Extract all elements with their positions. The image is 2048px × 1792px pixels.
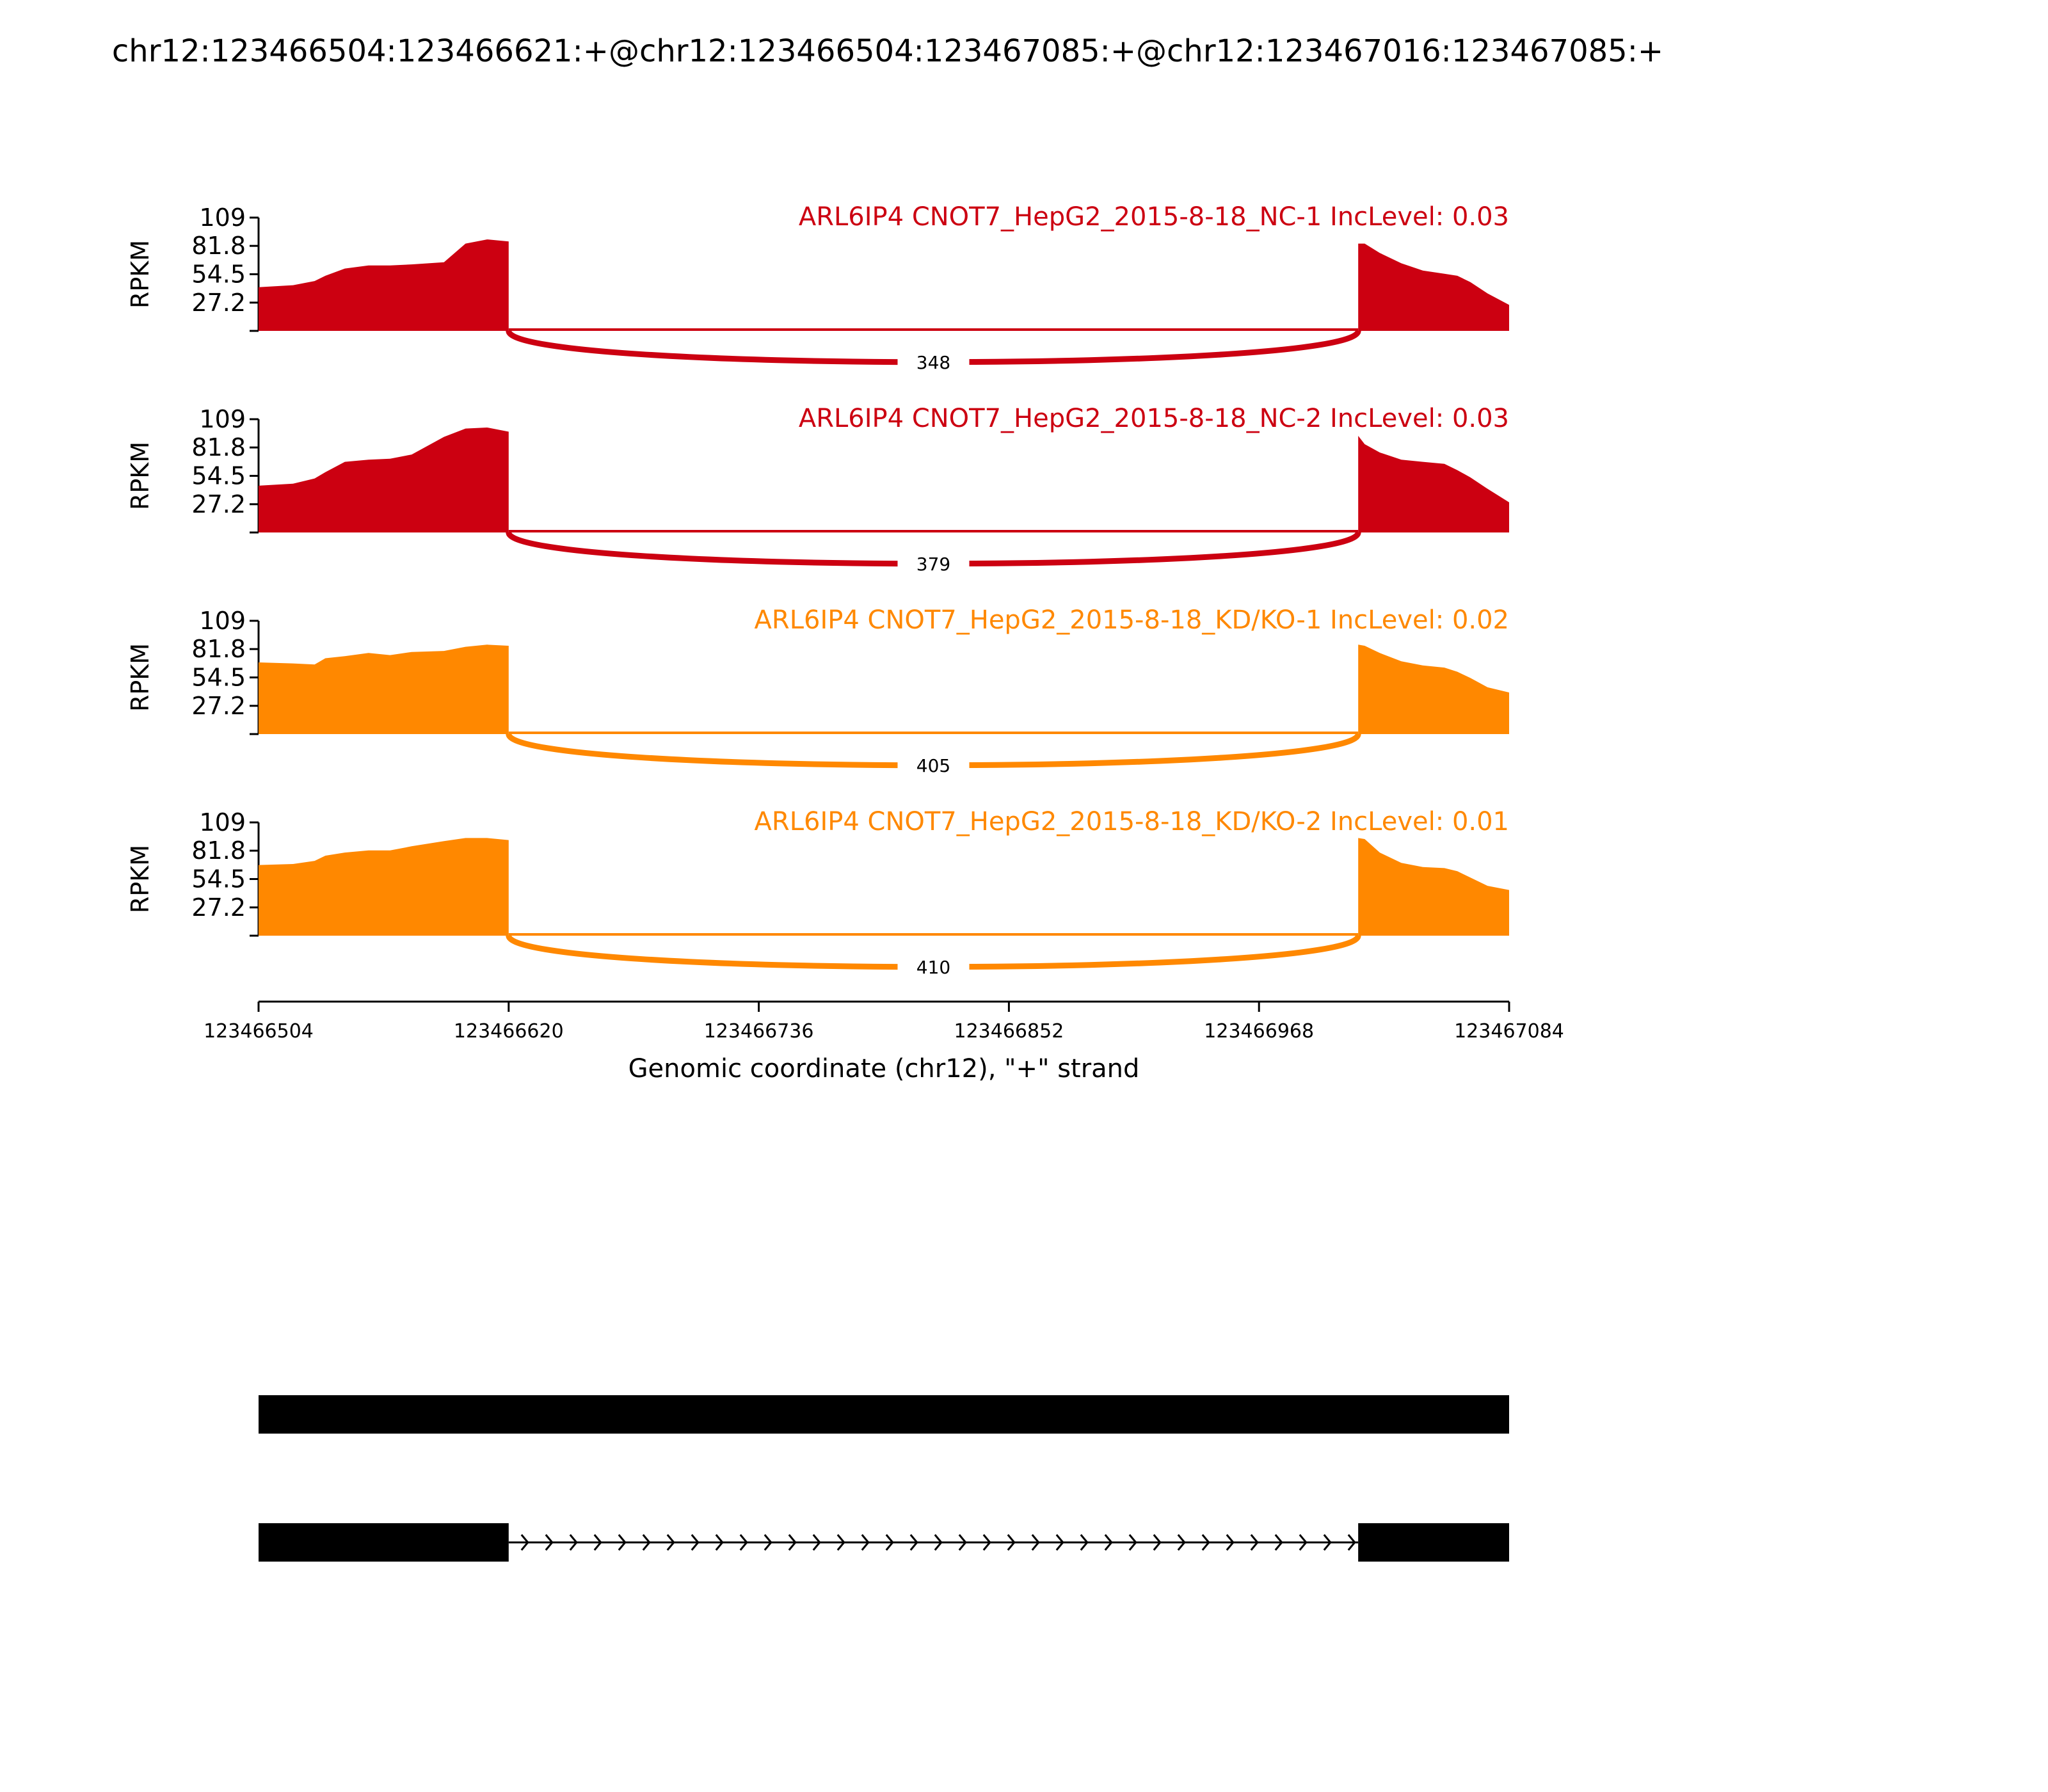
strand-arrow-icon (520, 1534, 529, 1551)
strand-arrow-icon (812, 1534, 821, 1551)
track-title: ARL6IP4 CNOT7_HepG2_2015-8-18_NC-1 IncLe… (799, 202, 1509, 232)
strand-arrow-icon (1153, 1534, 1162, 1551)
x-tick-label: 123467084 (1454, 1020, 1564, 1043)
strand-arrow-icon (1201, 1534, 1210, 1551)
exon-block (259, 1523, 509, 1562)
strand-arrow-icon (642, 1534, 651, 1551)
y-tick-label: 81.8 (191, 836, 246, 865)
junction-label-bg (897, 955, 970, 978)
strand-arrow-icon (1250, 1534, 1259, 1551)
isoform-1 (259, 1395, 1509, 1434)
strand-arrow-icon (593, 1534, 602, 1551)
strand-arrow-icon (1347, 1534, 1356, 1551)
strand-arrow-icon (934, 1534, 943, 1551)
y-tick-label: 109 (199, 808, 246, 836)
coverage-exon-2 (1358, 838, 1509, 936)
y-tick-label: 81.8 (191, 232, 246, 260)
x-tick-label: 123466620 (454, 1020, 564, 1043)
y-axis-label: RPKM (126, 442, 154, 510)
isoform-models (259, 1395, 1509, 1562)
y-tick-label: 27.2 (191, 289, 246, 317)
strand-arrow-icon (666, 1534, 675, 1551)
strand-arrow-icon (909, 1534, 918, 1551)
strand-arrow-icon (739, 1534, 748, 1551)
y-tick-label: 27.2 (191, 692, 246, 720)
junction-label-bg (897, 552, 970, 575)
x-axis: 123466504 123466620 123466736 123466852 1234… (204, 1000, 1564, 1084)
track-title: ARL6IP4 CNOT7_HepG2_2015-8-18_KD/KO-1 In… (755, 605, 1509, 635)
junction-read-count: 348 (916, 352, 950, 373)
x-tick-label: 123466736 (704, 1020, 814, 1043)
junction-label-bg (897, 753, 970, 776)
coverage-exon-2 (1358, 243, 1509, 331)
strand-arrow-icon (1128, 1534, 1137, 1551)
y-tick-label: 109 (199, 204, 246, 232)
isoform-2 (259, 1523, 1509, 1562)
coverage-exon-1 (259, 838, 509, 936)
coverage-exon-2 (1358, 644, 1509, 734)
x-tick-label: 123466852 (954, 1020, 1064, 1043)
strand-arrow-icon (691, 1534, 700, 1551)
strand-arrow-icon (836, 1534, 845, 1551)
strand-arrow-icon (618, 1534, 627, 1551)
strand-arrow-icon (1274, 1534, 1283, 1551)
coverage-exon-1 (259, 239, 509, 331)
strand-arrow-icon (1177, 1534, 1186, 1551)
strand-arrow-icon (1226, 1534, 1235, 1551)
strand-arrow-icon (958, 1534, 967, 1551)
exon-block (259, 1395, 1509, 1434)
junction-read-count: 379 (916, 554, 950, 575)
junction-label-bg (897, 350, 970, 373)
track-title: ARL6IP4 CNOT7_HepG2_2015-8-18_NC-2 IncLe… (799, 404, 1509, 433)
y-tick-label: 27.2 (191, 490, 246, 518)
strand-arrow-icon (569, 1534, 578, 1551)
strand-arrow-icon (1299, 1534, 1308, 1551)
y-tick-label: 54.5 (191, 260, 246, 289)
y-tick-label: 54.5 (191, 865, 246, 893)
x-tick-label: 123466504 (204, 1020, 314, 1043)
y-tick-label: 54.5 (191, 462, 246, 490)
exon-block (1358, 1523, 1509, 1562)
track-title: ARL6IP4 CNOT7_HepG2_2015-8-18_KD/KO-2 In… (755, 807, 1509, 836)
y-tick-label: 81.8 (191, 635, 246, 663)
x-tick-label: 123466968 (1204, 1020, 1314, 1043)
y-tick-label: 27.2 (191, 893, 246, 922)
coverage-exon-1 (259, 428, 509, 532)
junction-read-count: 410 (916, 957, 950, 978)
strand-arrow-icon (1080, 1534, 1089, 1551)
strand-arrow-icon (545, 1534, 554, 1551)
strand-arrow-icon (1031, 1534, 1040, 1551)
strand-arrow-icon (788, 1534, 797, 1551)
strand-arrow-icon (861, 1534, 870, 1551)
y-tick-label: 81.8 (191, 433, 246, 461)
y-tick-label: 54.5 (191, 664, 246, 692)
y-tick-label: 109 (199, 405, 246, 433)
strand-arrow-icon (1323, 1534, 1332, 1551)
junction-read-count: 405 (916, 755, 950, 776)
coverage-exon-1 (259, 644, 509, 734)
y-axis-label: RPKM (126, 643, 154, 712)
x-axis-label: Genomic coordinate (chr12), "+" strand (628, 1054, 1140, 1084)
chart-title: chr12:123466504:123466621:+@chr12:123466… (112, 33, 1663, 69)
strand-arrow-icon (1104, 1534, 1113, 1551)
y-tick-label: 109 (199, 607, 246, 635)
strand-arrow-icon (1007, 1534, 1016, 1551)
strand-arrow-icon (1055, 1534, 1064, 1551)
strand-arrow-icon (764, 1534, 772, 1551)
strand-arrow-icon (715, 1534, 724, 1551)
strand-arrow-icon (885, 1534, 894, 1551)
strand-arrow-icon (982, 1534, 991, 1551)
y-axis-label: RPKM (126, 240, 154, 308)
y-axis-label: RPKM (126, 845, 154, 913)
coverage-exon-2 (1358, 436, 1509, 532)
